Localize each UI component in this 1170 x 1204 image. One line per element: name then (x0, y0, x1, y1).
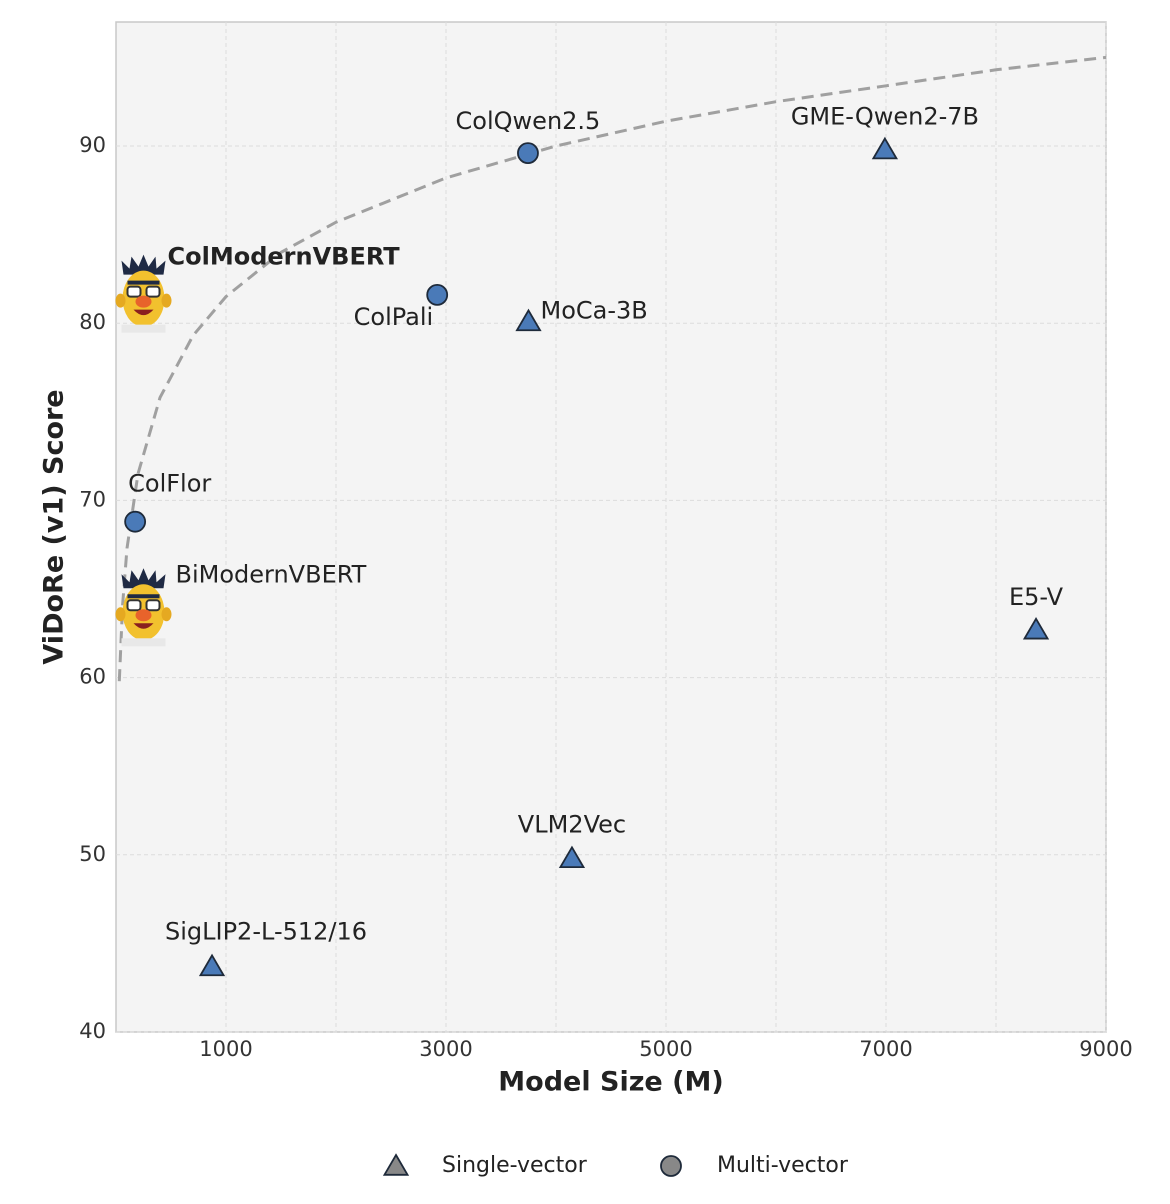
plot-area (115, 21, 1107, 1033)
circle-marker (426, 283, 449, 306)
icon-ear (161, 293, 172, 308)
point-label: BiModernVBERT (176, 560, 367, 588)
bert-icon-marker (115, 254, 172, 333)
y-tick-label: 60 (79, 665, 106, 689)
icon-hair (121, 568, 166, 589)
triangle-marker (558, 845, 586, 869)
icon-glasses (145, 599, 161, 612)
icon-glasses (145, 285, 161, 298)
point-label: ColQwen2.5 (456, 107, 601, 135)
icon-mouth (133, 309, 154, 316)
point-label: GME-Qwen2-7B (791, 103, 979, 131)
x-tick-label: 1000 (199, 1037, 252, 1061)
point-label: VLM2Vec (518, 810, 626, 838)
x-tick-label: 7000 (859, 1037, 912, 1061)
grid (116, 22, 1107, 1033)
icon-hair (121, 254, 166, 275)
x-tick-label: 5000 (639, 1037, 692, 1061)
icon-mouth (133, 623, 154, 629)
point-label: E5-V (1009, 583, 1064, 611)
circle-marker (517, 142, 539, 165)
circle-marker (124, 510, 147, 533)
x-axis-title: Model Size (M) (498, 1067, 723, 1098)
icon-glasses (126, 599, 142, 612)
icon-ear (161, 607, 172, 622)
y-tick-label: 90 (79, 133, 106, 157)
x-tick-label: 3000 (419, 1037, 472, 1061)
y-tick-label: 80 (79, 310, 106, 334)
icon-ear (115, 293, 126, 308)
point-label: MoCa-3B (541, 296, 648, 324)
icon-shirt (121, 638, 166, 647)
legend-marker (660, 1155, 682, 1177)
marks (115, 55, 1107, 977)
point-label: SigLIP2-L-512/16 (165, 917, 367, 945)
x-tick-label: 9000 (1079, 1037, 1132, 1061)
legend-label: Single-vector (442, 1153, 588, 1178)
y-tick-label: 50 (79, 842, 106, 866)
y-tick-label: 40 (79, 1019, 106, 1043)
icon-glasses (126, 285, 142, 298)
y-tick-label: 70 (79, 487, 106, 511)
icon-nose (135, 609, 152, 622)
frontier-curve (117, 55, 1107, 682)
y-axis-title: ViDoRe (v1) Score (39, 389, 70, 664)
legend-marker (382, 1153, 410, 1176)
icon-nose (135, 295, 152, 308)
icon-ear (115, 607, 126, 622)
legend-label: Multi-vector (717, 1153, 849, 1178)
bert-icon-marker (115, 568, 172, 647)
point-label: ColModernVBERT (168, 243, 401, 271)
triangle-marker (871, 136, 899, 160)
triangle-marker (515, 308, 542, 332)
icon-shirt (121, 324, 166, 333)
point-label: ColPali (354, 303, 434, 331)
point-label: ColFlor (128, 470, 211, 498)
triangle-marker (1022, 616, 1050, 640)
triangle-marker (198, 953, 226, 977)
